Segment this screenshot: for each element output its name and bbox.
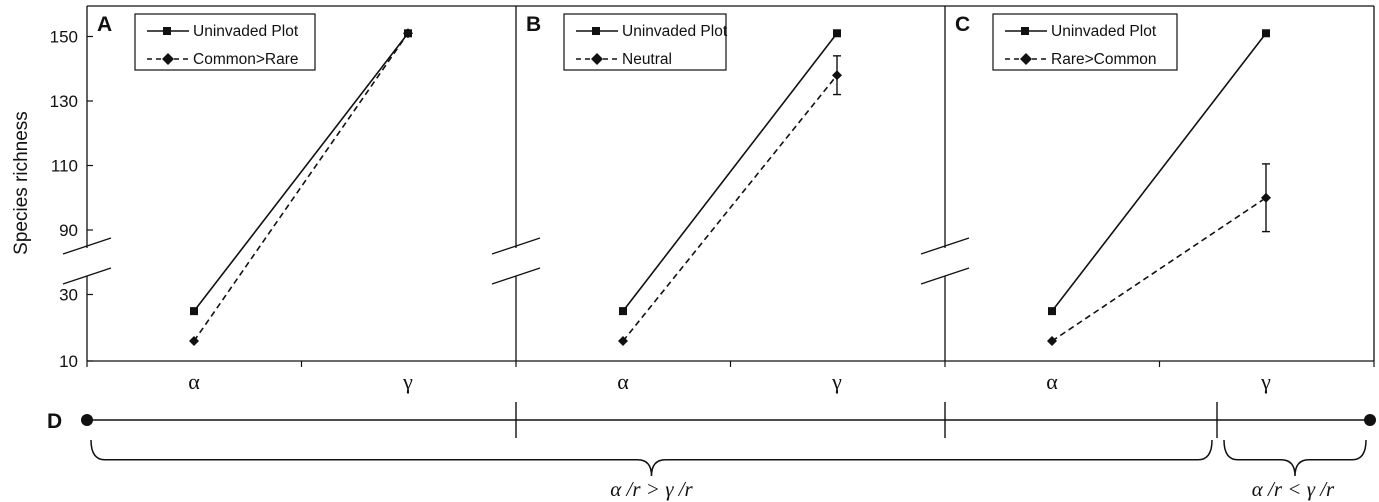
legend-diamond-marker (591, 53, 603, 65)
series-line (622, 32, 838, 312)
data-point-diamond (403, 28, 413, 39)
data-point-square (1048, 307, 1056, 316)
data-point-square (619, 307, 627, 316)
x-category-label: γ (402, 369, 413, 394)
continuum-endpoint (1364, 414, 1376, 426)
axis-break-mark (920, 237, 970, 255)
panel-letter: B (526, 13, 541, 36)
data-point-square (833, 29, 841, 38)
legend-label: Rare>Common (1051, 51, 1157, 68)
legend-square-marker (163, 27, 171, 35)
legend-box (563, 13, 727, 71)
curly-brace-right (1223, 439, 1367, 477)
panel-letter: D (47, 410, 62, 433)
data-point-square (190, 307, 198, 316)
series-line (622, 74, 838, 342)
legend-label: Neutral (622, 51, 672, 68)
x-category-label: γ (1260, 369, 1271, 394)
series-line (193, 32, 409, 342)
data-point-diamond (618, 336, 628, 347)
data-point-diamond (1047, 336, 1057, 347)
legend-square-marker (592, 27, 600, 35)
axis-break-mark (62, 237, 112, 255)
y-tick-label: 150 (50, 28, 78, 47)
axis-break-mark (920, 267, 970, 285)
data-point-diamond (189, 336, 199, 347)
axis-break-mark (62, 267, 112, 285)
series-line (1051, 197, 1267, 342)
y-tick-label: 110 (51, 157, 78, 176)
y-tick-label: 90 (59, 221, 78, 240)
axis-break-mark (491, 237, 541, 255)
curly-brace-left (90, 439, 1213, 477)
x-category-label: α (1046, 369, 1058, 394)
legend-label: Uninvaded Plot (1051, 23, 1157, 40)
continuum-endpoint (81, 414, 93, 426)
series-line (193, 32, 409, 312)
axis-break-mark (491, 267, 541, 285)
x-category-label: γ (831, 369, 842, 394)
region-label-right: α /r < γ /r (1252, 477, 1335, 501)
legend-diamond-marker (162, 53, 174, 65)
x-category-label: α (188, 369, 200, 394)
legend-label: Uninvaded Plot (193, 23, 299, 40)
y-tick-label: 10 (59, 352, 78, 371)
y-tick-label: 130 (50, 92, 78, 111)
legend-label: Uninvaded Plot (622, 23, 728, 40)
region-label-left: α /r > γ /r (610, 477, 693, 501)
legend-square-marker (1021, 27, 1029, 35)
legend-label: Common>Rare (193, 51, 299, 68)
x-category-label: α (617, 369, 629, 394)
panel-letter: C (955, 13, 970, 36)
y-tick-label: 30 (59, 286, 78, 305)
series-line (1051, 32, 1267, 312)
y-axis-label: Species richness (11, 111, 32, 255)
data-point-square (1262, 29, 1270, 38)
panel-letter: A (97, 13, 112, 36)
legend-diamond-marker (1020, 53, 1032, 65)
